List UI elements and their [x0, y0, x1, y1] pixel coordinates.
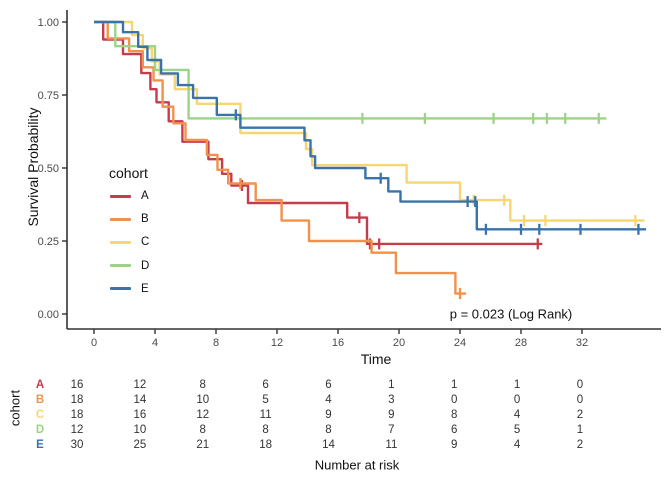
- risk-count-A-t32: 0: [576, 379, 584, 391]
- legend-item-D: D: [110, 258, 149, 274]
- risk-row-label-E: E: [36, 439, 44, 451]
- legend-label: B: [141, 213, 149, 226]
- x-tick-label: 8: [213, 337, 219, 349]
- risk-count-E-t28: 4: [513, 439, 521, 451]
- survival-curve-C: [94, 20, 645, 222]
- y-tick-label: 0.00: [38, 309, 59, 321]
- x-tick-label: 0: [91, 337, 97, 349]
- risk-count-B-t20: 3: [388, 394, 395, 406]
- survival-curve-B: [94, 20, 467, 295]
- risk-count-E-t20: 11: [385, 439, 398, 451]
- risk-count-E-t0: 30: [70, 439, 84, 451]
- risk-count-B-t24: 0: [451, 394, 458, 406]
- risk-count-D-t32: 1: [576, 424, 584, 436]
- risk-count-D-t0: 12: [70, 424, 84, 436]
- risk-count-A-t0: 16: [70, 379, 84, 391]
- risk-row-label-C: C: [35, 409, 45, 421]
- risk-count-E-t32: 2: [576, 439, 584, 451]
- risk-count-C-t12: 11: [259, 409, 272, 421]
- risk-count-D-t12: 8: [262, 424, 269, 436]
- risk-count-D-t24: 6: [451, 424, 458, 436]
- risk-count-A-t12: 6: [262, 379, 269, 391]
- survival-curve-E: [94, 20, 647, 231]
- risk-count-B-t0: 18: [70, 394, 84, 406]
- risk-count-B-t16: 4: [325, 394, 332, 406]
- risk-count-E-t12: 18: [259, 439, 273, 451]
- y-tick-label: 0.25: [38, 236, 59, 248]
- risk-count-A-t8: 8: [199, 379, 206, 391]
- legend-swatch-D: [110, 264, 131, 268]
- p-value-annotation: p = 0.023 (Log Rank): [449, 306, 573, 322]
- risk-table-group-label: cohort: [7, 389, 23, 427]
- y-tick-label: 0.75: [38, 90, 59, 102]
- risk-count-B-t12: 5: [262, 394, 269, 406]
- x-axis-title: Time: [360, 351, 392, 367]
- risk-count-D-t28: 5: [513, 424, 521, 436]
- legend-swatch-E: [110, 287, 131, 291]
- risk-count-E-t16: 14: [322, 439, 335, 451]
- risk-count-C-t24: 8: [451, 409, 458, 421]
- x-tick-label: 16: [332, 337, 344, 349]
- risk-count-E-t8: 21: [196, 439, 210, 451]
- y-tick-label: 1.00: [38, 17, 59, 29]
- risk-count-A-t28: 1: [513, 379, 521, 391]
- legend-label: C: [141, 236, 150, 249]
- risk-count-A-t4: 12: [133, 379, 147, 391]
- risk-count-D-t20: 7: [388, 424, 395, 436]
- risk-count-A-t16: 6: [325, 379, 332, 391]
- risk-count-E-t24: 9: [451, 439, 458, 451]
- risk-count-C-t4: 16: [133, 409, 147, 421]
- legend-swatch-B: [110, 217, 131, 221]
- legend-label: D: [141, 259, 150, 272]
- x-tick-label: 20: [393, 337, 405, 349]
- x-tick-label: 4: [152, 337, 158, 349]
- risk-row-label-A: A: [35, 379, 45, 391]
- survival-curve-D: [94, 20, 607, 120]
- x-tick-label: 12: [271, 337, 283, 349]
- legend-swatch-C: [110, 240, 131, 244]
- risk-row-label-B: B: [35, 394, 45, 406]
- x-tick-label: 28: [515, 337, 527, 349]
- survival-curve-A: [94, 20, 543, 246]
- x-tick-label: 32: [576, 337, 588, 349]
- y-tick-label: 0.50: [38, 163, 59, 175]
- risk-count-C-t8: 12: [196, 409, 210, 421]
- risk-count-B-t32: 0: [576, 394, 584, 406]
- risk-count-B-t4: 14: [133, 394, 147, 406]
- legend-swatch-A: [110, 194, 131, 198]
- risk-table-title: Number at risk: [314, 457, 400, 473]
- legend-label: E: [141, 282, 149, 295]
- risk-count-D-t8: 8: [199, 424, 206, 436]
- risk-count-A-t20: 1: [388, 379, 395, 391]
- risk-row-label-D: D: [35, 424, 45, 436]
- risk-count-C-t20: 9: [388, 409, 395, 421]
- risk-count-C-t16: 9: [325, 409, 332, 421]
- y-axis-title: Survival Probability: [25, 107, 41, 227]
- risk-count-E-t4: 25: [133, 439, 147, 451]
- legend-item-B: B: [110, 211, 149, 227]
- legend-item-A: A: [110, 188, 149, 204]
- x-tick-label: 24: [454, 337, 466, 349]
- risk-count-A-t24: 1: [451, 379, 458, 391]
- legend-title: cohort: [109, 165, 148, 181]
- risk-count-D-t16: 8: [325, 424, 332, 436]
- risk-count-B-t8: 10: [196, 394, 210, 406]
- legend-label: A: [141, 190, 149, 202]
- risk-count-C-t28: 4: [513, 409, 521, 421]
- legend-item-E: E: [110, 281, 149, 297]
- risk-count-D-t4: 10: [133, 424, 147, 436]
- risk-count-C-t32: 2: [576, 409, 584, 421]
- legend-item-C: C: [110, 234, 149, 250]
- risk-count-C-t0: 18: [70, 409, 84, 421]
- risk-count-B-t28: 0: [513, 394, 521, 406]
